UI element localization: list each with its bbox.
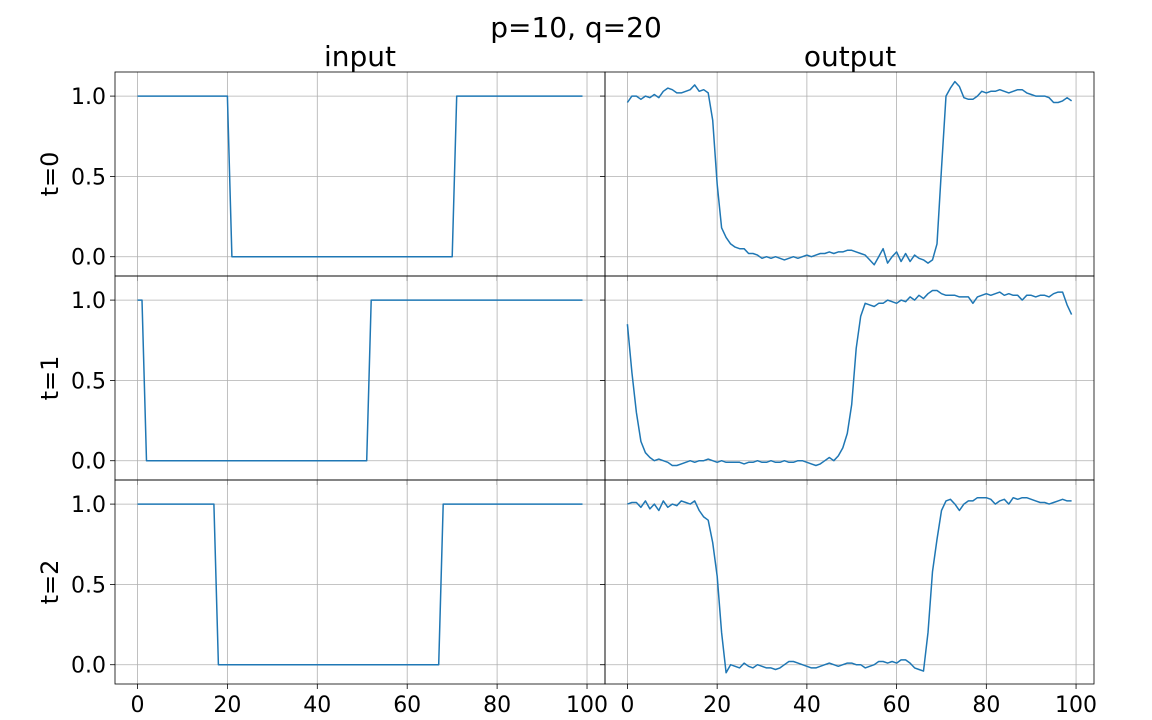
axes-frame: [114, 71, 606, 277]
subplot-t2-input: 0.0 0.5 1.0 0 20 40 60 80 100 t=2: [36, 479, 608, 718]
x-tick-label: 0: [130, 693, 144, 718]
y-tick-label: 0.0: [71, 654, 106, 679]
y-tick-label: 0.5: [71, 573, 106, 598]
row-label: t=0: [36, 152, 64, 197]
subplot-t1-output: [600, 275, 1095, 485]
subplot-t0-output: [600, 71, 1095, 281]
subplot-grid: 0.0 0.5 1.0 t=0 0.0 0.5 1.0 t=1 0.0 0.5 1.0 0 20 40 60…: [36, 71, 1097, 718]
y-tick-label: 1.0: [71, 493, 106, 518]
column-title-output: output: [804, 40, 896, 73]
subplot-t1-input: 0.0 0.5 1.0 t=1: [36, 275, 606, 485]
x-tick-label: 40: [303, 693, 331, 718]
column-title-input: input: [324, 40, 396, 73]
series-line: [137, 95, 583, 258]
subplot-t2-output: 0 20 40 60 80 100: [600, 479, 1097, 718]
row-label: t=2: [36, 560, 64, 605]
y-tick-label: 0.0: [71, 246, 106, 271]
axes-frame: [604, 275, 1095, 481]
x-tick-label: 80: [483, 693, 511, 718]
row-label: t=1: [36, 356, 64, 401]
y-tick-label: 0.5: [71, 369, 106, 394]
series-line: [137, 503, 583, 666]
x-tick-label: 20: [213, 693, 241, 718]
y-tick-label: 0.0: [71, 450, 106, 475]
y-tick-label: 1.0: [71, 289, 106, 314]
axes-frame: [604, 479, 1095, 685]
x-tick-label: 100: [1055, 693, 1097, 718]
y-tick-label: 1.0: [71, 85, 106, 110]
axes-frame: [604, 71, 1095, 277]
y-tick-label: 0.5: [71, 165, 106, 190]
x-tick-label: 60: [393, 693, 421, 718]
x-tick-label: 20: [703, 693, 731, 718]
axes-frame: [114, 479, 606, 685]
x-tick-label: 0: [620, 693, 634, 718]
series-line: [627, 496, 1072, 674]
x-tick-label: 60: [883, 693, 911, 718]
x-tick-label: 40: [793, 693, 821, 718]
x-tick-label: 80: [972, 693, 1000, 718]
series-line: [626, 289, 1073, 467]
subplot-t0-input: 0.0 0.5 1.0 t=0: [36, 71, 606, 281]
axes-frame: [114, 275, 606, 481]
x-tick-label: 100: [566, 693, 608, 718]
series-line: [137, 299, 583, 462]
series-line: [626, 80, 1073, 266]
figure-title: p=10, q=20: [490, 11, 662, 44]
